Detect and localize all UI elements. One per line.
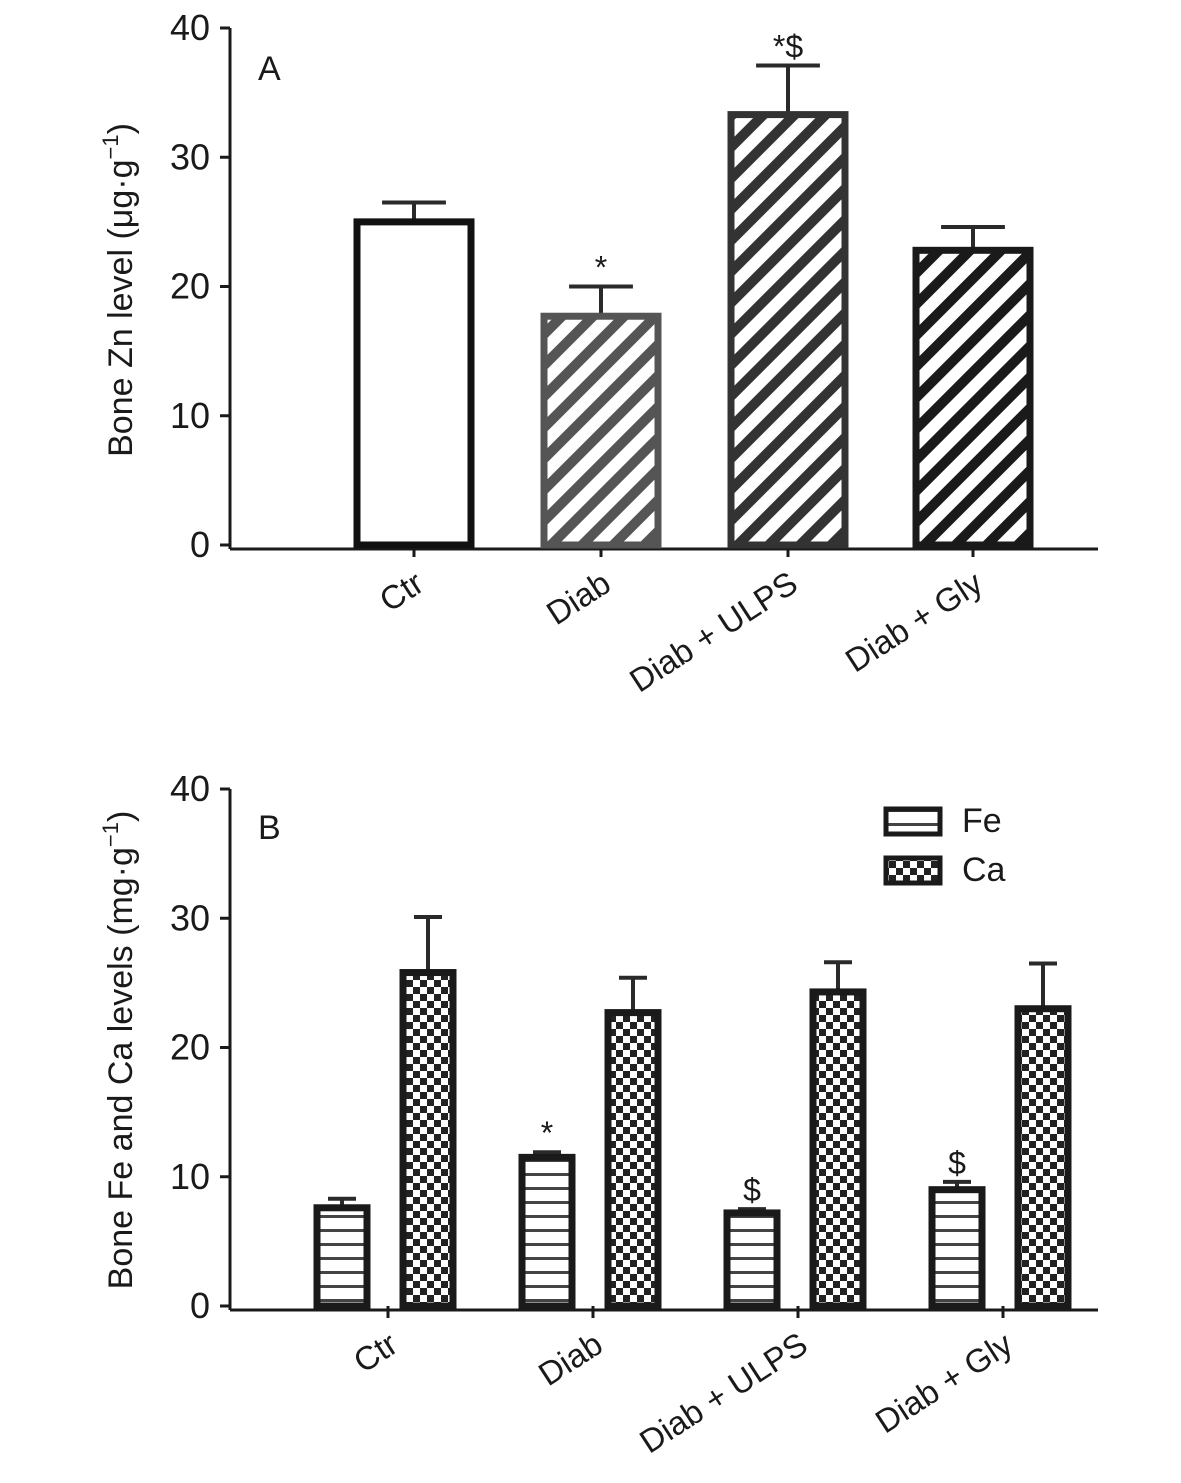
significance-marker: * [595,250,607,286]
y-tick-label: 30 [170,897,210,938]
bar [912,246,1034,549]
x-ticks: Ctr Diab Diab + ULPS Diab + Gly [347,1306,1019,1460]
y-tick-label: 0 [190,524,210,565]
x-tick-label: Diab + Gly [839,564,990,680]
bars: * *$ [353,28,1034,549]
y-ticks: 0 10 20 30 40 [170,768,230,1326]
x-tick-label: Diab [540,564,617,632]
bars: * $ $ [313,914,1072,1310]
y-axis-title-close: ) [102,123,140,134]
bar [399,969,457,1310]
bar [353,218,475,549]
legend-swatch-fe [883,806,943,837]
x-tick-label: Diab + ULPS [633,1325,814,1460]
panel-b: 0 10 20 30 40 Ctr Diab Diab + ULPS Diab + Gly B… [98,768,1098,1460]
panel-label: A [258,50,281,88]
x-tick-label: Ctr [347,1325,404,1380]
bar [518,1153,576,1310]
significance-marker: $ [948,1145,966,1181]
y-axis-title: Bone Zn level (μg·g−1) [98,123,140,457]
significance-marker: * [541,1115,553,1151]
y-tick-label: 10 [170,1156,210,1197]
y-axis-title-close: ) [102,811,140,822]
bar [313,1204,371,1310]
x-tick-label: Diab + Gly [869,1325,1020,1441]
y-tick-label: 30 [170,136,210,177]
y-ticks: 0 10 20 30 40 [170,7,230,565]
panel-label: B [258,809,281,847]
x-tick-label: Diab + ULPS [623,564,804,699]
y-tick-label: 20 [170,1027,210,1068]
bar [1014,1005,1072,1310]
panel-a: 0 10 20 30 40 Ctr Diab Diab + ULPS Diab + Gly A… [98,7,1098,699]
significance-marker: *$ [773,28,803,64]
significance-marker: $ [743,1172,761,1208]
y-tick-label: 10 [170,395,210,436]
legend-label-fe: Fe [962,802,1002,840]
y-tick-label: 40 [170,768,210,809]
y-axis-title-exponent: −1 [98,822,123,847]
bar [928,1186,986,1310]
legend: Fe Ca [883,802,1006,889]
bar [540,312,662,549]
bar [809,988,867,1310]
bar [723,1209,781,1310]
x-ticks: Ctr Diab Diab + ULPS Diab + Gly [373,545,989,699]
y-tick-label: 0 [190,1285,210,1326]
y-axis-title: Bone Fe and Ca levels (mg·g−1) [98,811,140,1290]
bar [604,1009,662,1310]
x-tick-label: Ctr [373,564,430,619]
legend-swatch-ca [883,855,943,886]
bar [727,111,849,549]
x-tick-label: Diab [532,1325,609,1393]
y-tick-label: 20 [170,266,210,307]
y-tick-label: 40 [170,7,210,48]
legend-label-ca: Ca [962,851,1006,889]
y-axis-title-exponent: −1 [98,134,123,159]
